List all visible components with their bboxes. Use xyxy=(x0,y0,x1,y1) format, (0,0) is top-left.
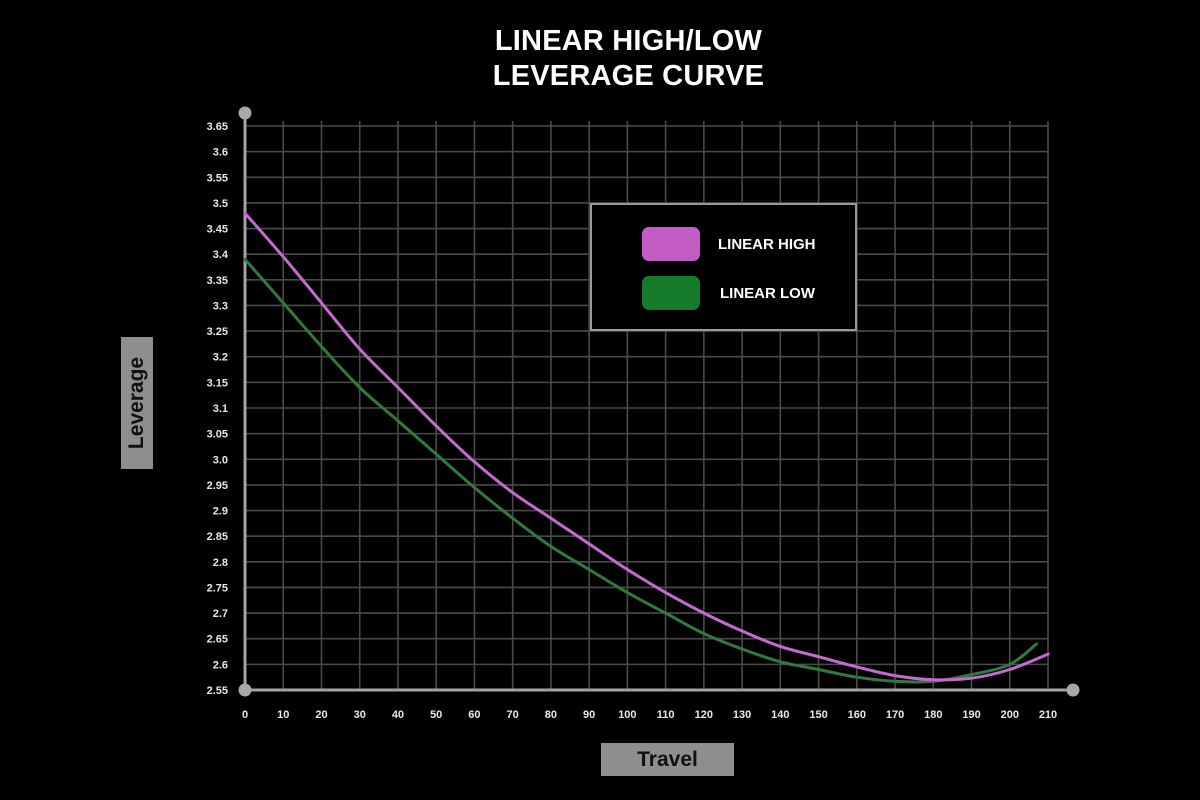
legend-label-linear-high: LINEAR HIGH xyxy=(718,235,816,253)
y-tick-label: 3.45 xyxy=(207,224,228,236)
chart-title-line1: LINEAR HIGH/LOW xyxy=(494,25,763,57)
y-tick-label: 3.55 xyxy=(207,172,228,184)
legend: LINEAR HIGH LINEAR LOW xyxy=(590,203,857,331)
y-tick-label: 2.6 xyxy=(213,659,228,671)
x-tick-label: 140 xyxy=(771,709,789,721)
y-tick-label: 3.25 xyxy=(207,326,228,338)
y-tick-label: 3.65 xyxy=(207,121,228,133)
x-tick-label: 180 xyxy=(924,709,942,721)
x-axis-end-dot xyxy=(1066,683,1080,697)
y-tick-label: 3.5 xyxy=(213,198,228,210)
y-tick-label: 3.15 xyxy=(207,377,228,389)
y-axis-end-dot xyxy=(238,106,252,120)
x-tick-label: 100 xyxy=(618,709,636,721)
y-tick-label: 2.95 xyxy=(207,480,228,492)
legend-item-linear-high: LINEAR HIGH xyxy=(642,227,816,261)
y-tick-label: 3.05 xyxy=(207,429,228,441)
x-tick-label: 210 xyxy=(1039,709,1057,721)
x-tick-label: 190 xyxy=(962,709,980,721)
legend-swatch-linear-high xyxy=(642,227,700,261)
y-tick-label: 3.3 xyxy=(213,300,228,312)
x-tick-label: 150 xyxy=(809,709,827,721)
y-tick-label: 2.7 xyxy=(213,608,228,620)
x-tick-label: 40 xyxy=(392,709,404,721)
y-tick-label: 2.8 xyxy=(213,557,228,569)
y-tick-label: 2.9 xyxy=(213,506,228,518)
y-tick-label: 2.75 xyxy=(207,582,228,594)
x-tick-label: 10 xyxy=(277,709,289,721)
y-tick-label: 3.0 xyxy=(213,454,228,466)
x-axis-label: Travel xyxy=(637,747,698,771)
x-tick-label: 160 xyxy=(848,709,866,721)
y-tick-label: 2.55 xyxy=(207,685,228,697)
x-tick-label: 130 xyxy=(733,709,751,721)
x-tick-label: 30 xyxy=(354,709,366,721)
series-line-linear-low xyxy=(243,257,1038,684)
legend-label-linear-low: LINEAR LOW xyxy=(720,284,815,302)
x-axis-ticks: 0 10 20 30 40 50 60 70 80 90 100 110 120 130 140 150 160… xyxy=(242,709,1057,721)
x-tick-label: 80 xyxy=(545,709,557,721)
legend-swatch-linear-low xyxy=(642,276,700,310)
x-tick-label: 20 xyxy=(315,709,327,721)
x-tick-label: 50 xyxy=(430,709,442,721)
y-tick-label: 3.35 xyxy=(207,275,228,287)
origin-dot xyxy=(238,683,252,697)
y-tick-label: 3.4 xyxy=(213,249,229,261)
series-line-linear-high xyxy=(243,211,1050,682)
x-tick-label: 90 xyxy=(583,709,595,721)
y-tick-label: 3.2 xyxy=(213,352,228,364)
x-tick-label: 110 xyxy=(657,709,675,721)
axes xyxy=(238,106,1080,697)
x-tick-label: 120 xyxy=(695,709,713,721)
x-tick-label: 60 xyxy=(468,709,480,721)
series-lines xyxy=(243,211,1050,684)
y-axis-label: Leverage xyxy=(125,356,148,450)
x-tick-label: 70 xyxy=(507,709,519,721)
x-axis-label-box: Travel xyxy=(601,743,734,776)
legend-item-linear-low: LINEAR LOW xyxy=(642,276,815,310)
grid xyxy=(245,121,1049,690)
x-tick-label: 170 xyxy=(886,709,904,721)
x-tick-label: 0 xyxy=(242,709,248,721)
y-tick-label: 2.65 xyxy=(207,634,228,646)
chart-title-line2: LEVERAGE CURVE xyxy=(492,60,765,92)
y-tick-label: 3.6 xyxy=(213,147,228,159)
chart-title: LINEAR HIGH/LOW LEVERAGE CURVE xyxy=(0,24,1200,94)
y-axis-label-box: Leverage xyxy=(121,337,153,469)
y-tick-label: 3.1 xyxy=(213,403,228,415)
x-tick-label: 200 xyxy=(1001,709,1019,721)
y-axis-ticks: 2.55 2.6 2.65 2.7 2.75 2.8 2.85 2.9 2.95 3.0 3.05 3… xyxy=(207,121,229,697)
y-tick-label: 2.85 xyxy=(207,531,228,543)
